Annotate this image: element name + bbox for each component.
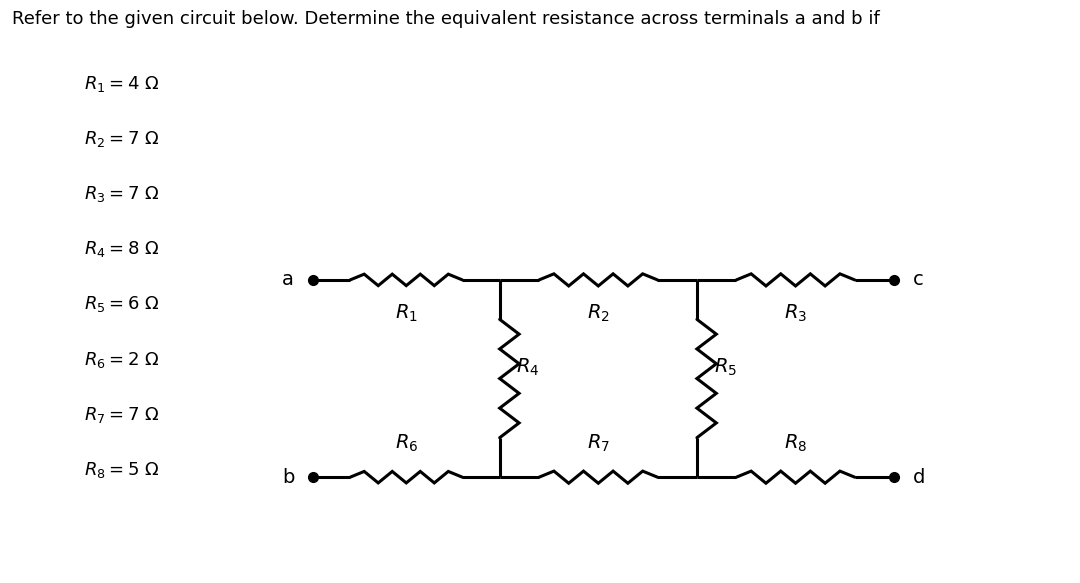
Text: $R_4 = 8\ \Omega$: $R_4 = 8\ \Omega$ (84, 239, 160, 259)
Text: $R_6 = 2\ \Omega$: $R_6 = 2\ \Omega$ (84, 350, 160, 370)
Text: $R_3 = 7\ \Omega$: $R_3 = 7\ \Omega$ (84, 184, 160, 204)
Text: $R_1$: $R_1$ (395, 303, 418, 324)
Text: $R_8$: $R_8$ (784, 433, 807, 454)
Text: $R_5 = 6\ \Omega$: $R_5 = 6\ \Omega$ (84, 294, 160, 314)
Text: $R_2$: $R_2$ (586, 303, 610, 324)
Text: $R_7$: $R_7$ (586, 433, 610, 454)
Text: b: b (282, 468, 294, 487)
Text: Refer to the given circuit below. Determine the equivalent resistance across ter: Refer to the given circuit below. Determ… (12, 10, 879, 28)
Text: d: d (913, 468, 926, 487)
Text: $R_6$: $R_6$ (394, 433, 418, 454)
Text: $R_3$: $R_3$ (784, 303, 807, 324)
Text: a: a (282, 271, 294, 289)
Text: $R_5$: $R_5$ (714, 356, 737, 378)
Text: c: c (913, 271, 923, 289)
Text: $R_1 = 4\ \Omega$: $R_1 = 4\ \Omega$ (84, 74, 160, 94)
Text: $R_4$: $R_4$ (516, 356, 540, 378)
Text: $R_2 = 7\ \Omega$: $R_2 = 7\ \Omega$ (84, 129, 160, 149)
Text: $R_8 = 5\ \Omega$: $R_8 = 5\ \Omega$ (84, 460, 160, 480)
Text: $R_7 = 7\ \Omega$: $R_7 = 7\ \Omega$ (84, 405, 160, 424)
